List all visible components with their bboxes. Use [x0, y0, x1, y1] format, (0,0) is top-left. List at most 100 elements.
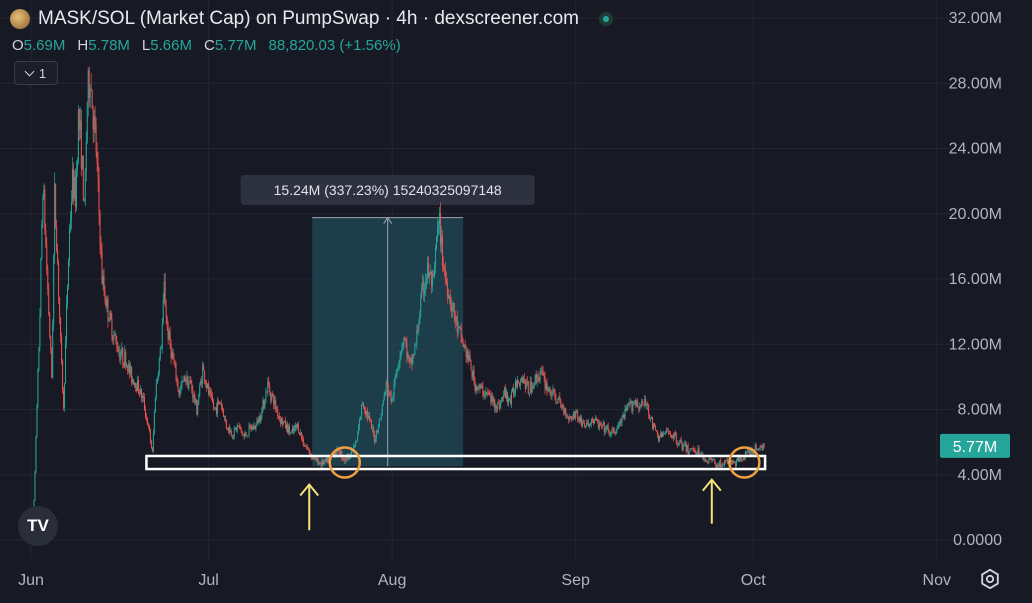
candle-body	[555, 397, 557, 403]
candle-body	[660, 433, 662, 437]
candle-body	[725, 460, 727, 462]
candle-body	[101, 250, 103, 284]
indicator-toggle-button[interactable]: 1	[14, 61, 58, 85]
candle-body	[504, 388, 506, 396]
candle-body	[325, 458, 327, 462]
ohlc-legend: O5.69M H5.78M L5.66M C5.77M 88,820.03 (+…	[12, 37, 401, 54]
candle-body	[713, 459, 715, 460]
candle-body	[636, 402, 638, 407]
candle-body	[326, 457, 328, 462]
candle-body	[114, 334, 116, 336]
candle-body	[742, 456, 744, 461]
candle-body	[450, 305, 452, 312]
candle-body	[296, 423, 298, 427]
candle-body	[357, 434, 359, 442]
candle-body	[480, 385, 482, 389]
candle-body	[649, 414, 651, 419]
candle-body	[110, 311, 112, 320]
candle-body	[449, 295, 451, 306]
candle-body	[527, 381, 529, 394]
candle-body	[71, 168, 73, 202]
candle-body	[656, 430, 658, 432]
candle-body	[164, 281, 166, 307]
candle-body	[514, 380, 516, 393]
candle-body	[273, 395, 275, 405]
candle-body	[43, 189, 45, 198]
candle-body	[625, 409, 627, 412]
candle-body	[386, 382, 388, 385]
candle-body	[655, 426, 657, 431]
candle-body	[466, 350, 468, 358]
candle-body	[691, 448, 693, 449]
candle-body	[717, 464, 719, 468]
candle-body	[541, 370, 543, 372]
candle-body	[199, 384, 201, 397]
candle-body	[49, 314, 51, 337]
candle-body	[40, 258, 42, 316]
tradingview-logo-icon[interactable]: TV	[18, 506, 58, 546]
candle-body	[757, 449, 759, 451]
candle-body	[222, 409, 224, 417]
candle-body	[619, 422, 621, 424]
candle-body	[719, 460, 721, 467]
candle-body	[506, 392, 508, 399]
candle-body	[46, 245, 48, 270]
candle-body	[559, 397, 561, 403]
candle-body	[572, 418, 574, 420]
candle-body	[113, 335, 115, 340]
candle-body	[645, 398, 647, 406]
candle-body	[102, 276, 104, 284]
candle-body	[574, 411, 576, 418]
candle-body	[207, 383, 209, 388]
candle-body	[534, 375, 536, 385]
candle-body	[650, 418, 652, 420]
candle-body	[496, 406, 498, 409]
candle-body	[117, 348, 119, 353]
candle-body	[378, 419, 380, 427]
candle-body	[694, 450, 696, 453]
candle-body	[384, 391, 386, 396]
candle-body	[363, 403, 365, 408]
candle-body	[324, 458, 326, 462]
candle-body	[257, 420, 259, 424]
candle-body	[98, 179, 100, 215]
candle-body	[300, 432, 302, 438]
candle-body	[557, 398, 559, 404]
candle-body	[726, 460, 728, 462]
y-tick-label: 28.00M	[949, 75, 1002, 92]
candle-body	[412, 354, 414, 365]
candle-body	[642, 400, 644, 405]
candle-body	[720, 460, 722, 468]
candle-body	[346, 457, 348, 460]
candle-body	[570, 416, 572, 417]
candle-body	[351, 449, 353, 454]
candle-body	[575, 412, 577, 418]
candle-body	[293, 428, 295, 431]
gear-icon[interactable]	[979, 568, 1001, 590]
y-axis[interactable]: 32.00M 28.00M 24.00M 20.00M 16.00M 12.00M 8.00…	[940, 10, 1010, 549]
candle-body	[255, 424, 257, 429]
candle-body	[271, 394, 273, 401]
candle-body	[579, 418, 581, 422]
candle-body	[707, 462, 709, 464]
candle-body	[518, 382, 520, 386]
candle-body	[355, 442, 357, 447]
x-axis[interactable]: Jun Jul Aug Sep Oct Nov	[18, 572, 951, 589]
candle-body	[265, 391, 267, 402]
candle-body	[103, 276, 105, 292]
candle-body	[494, 399, 496, 409]
candle-body	[531, 386, 533, 393]
candle-body	[612, 428, 614, 430]
candle-body	[171, 351, 173, 358]
candle-body	[294, 425, 296, 429]
candle-body	[727, 460, 729, 464]
candle-body	[309, 453, 311, 455]
candle-body	[396, 369, 398, 375]
candle-body	[476, 385, 478, 390]
candle-body	[304, 446, 306, 448]
candle-body	[423, 281, 425, 294]
candle-body	[150, 441, 152, 448]
candle-body	[141, 396, 143, 399]
candle-body	[535, 375, 537, 383]
